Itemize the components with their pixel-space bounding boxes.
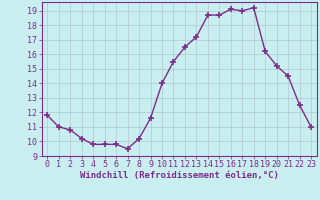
X-axis label: Windchill (Refroidissement éolien,°C): Windchill (Refroidissement éolien,°C) bbox=[80, 171, 279, 180]
